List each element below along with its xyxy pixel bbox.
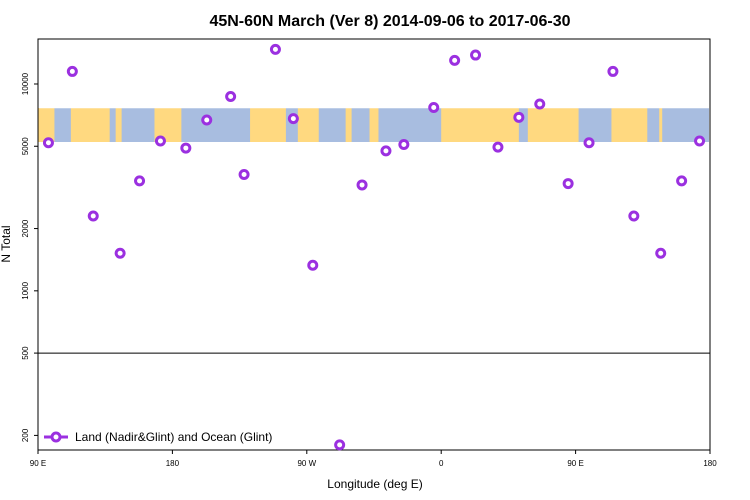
data-point [449, 54, 461, 66]
legend-marker-swatch [50, 431, 62, 443]
data-points [42, 43, 706, 451]
y-tick-label: 200 [21, 428, 30, 442]
data-point [42, 137, 54, 149]
data-point [180, 142, 192, 154]
data-point [114, 247, 126, 259]
y-axis-ticks: 200 500 1000 2000 5000 10000 [21, 72, 38, 442]
map-land-segment [70, 108, 110, 142]
map-land-segment [611, 108, 648, 142]
data-point [398, 138, 410, 150]
map-land-segment [250, 108, 286, 142]
map-land-segment [297, 108, 319, 142]
data-point [655, 247, 667, 259]
data-point [562, 178, 574, 190]
plot-frame [37, 38, 711, 451]
y-tick-label: 5000 [21, 137, 30, 155]
data-point [583, 137, 595, 149]
x-tick-label: 90 W [297, 459, 316, 468]
data-point [356, 179, 368, 191]
x-tick-label: 180 [703, 459, 717, 468]
map-land-segment [441, 108, 519, 142]
data-point [607, 65, 619, 77]
data-point [225, 90, 237, 102]
data-point [154, 135, 166, 147]
data-point [87, 210, 99, 222]
data-point [380, 145, 392, 157]
y-tick-label: 1000 [21, 281, 30, 299]
y-axis-label: N Total [0, 225, 13, 262]
map-land-segment [115, 108, 122, 142]
x-tick-label: 180 [166, 459, 180, 468]
x-tick-label: 90 E [567, 459, 583, 468]
data-point [134, 175, 146, 187]
y-tick-label: 500 [21, 346, 30, 360]
data-point [287, 113, 299, 125]
map-band [38, 107, 709, 142]
map-land-segment [659, 108, 663, 142]
x-axis-ticks: 90 E 180 90 W 0 90 E 180 [30, 450, 717, 468]
data-point [470, 49, 482, 61]
x-axis-label: Longitude (deg E) [327, 477, 422, 491]
data-point [66, 65, 78, 77]
data-point [428, 101, 440, 113]
data-point [492, 141, 504, 153]
map-land-segment [345, 108, 352, 142]
data-point [334, 439, 346, 451]
x-tick-label: 90 E [30, 459, 46, 468]
legend-label: Land (Nadir&Glint) and Ocean (Glint) [75, 430, 272, 444]
legend: Land (Nadir&Glint) and Ocean (Glint) [44, 430, 272, 444]
y-tick-label: 2000 [21, 219, 30, 237]
data-point [628, 210, 640, 222]
data-point [694, 135, 706, 147]
chart-title: 45N-60N March (Ver 8) 2014-09-06 to 2017… [209, 13, 570, 30]
data-point [513, 111, 525, 123]
data-point [201, 114, 213, 126]
data-point [307, 259, 319, 271]
data-point [269, 43, 281, 55]
map-land-segment [369, 108, 379, 142]
data-point [676, 175, 688, 187]
map-land-segment [527, 108, 579, 142]
map-land-segment [38, 108, 55, 142]
data-point [238, 169, 250, 181]
x-tick-label: 0 [439, 459, 444, 468]
data-point [534, 98, 546, 110]
y-tick-label: 10000 [21, 72, 30, 95]
